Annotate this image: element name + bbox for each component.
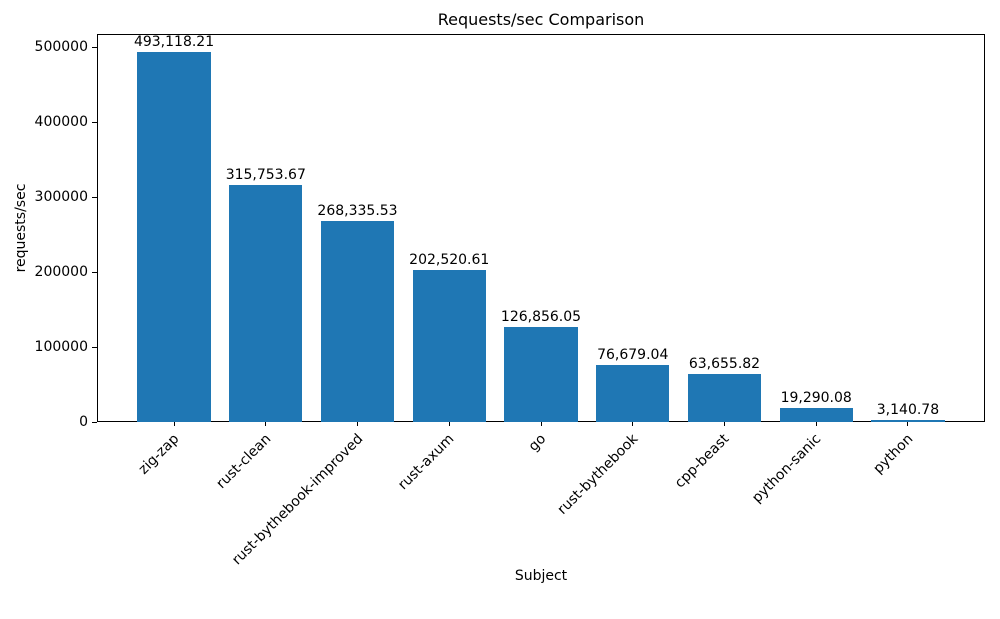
bar-value-label: 126,856.05 <box>500 308 582 325</box>
x-tick-label: go <box>525 431 550 455</box>
bar <box>137 52 211 422</box>
x-tick <box>357 422 359 426</box>
bar <box>687 374 762 422</box>
y-tick-label: 300000 <box>34 189 88 206</box>
y-tick-label: 0 <box>79 414 88 430</box>
x-tick <box>907 422 909 426</box>
bar-value-label: 19,290.08 <box>780 389 852 406</box>
bar-value-label: 76,679.04 <box>597 346 669 363</box>
y-tick <box>92 271 97 273</box>
y-tick-label: 200000 <box>34 264 88 281</box>
x-tick <box>540 422 542 426</box>
x-tick-label: rust-bythebook-improved <box>228 431 366 569</box>
bar-value-label: 315,753.67 <box>225 167 306 184</box>
y-tick-label: 100000 <box>34 339 88 356</box>
bar <box>504 326 578 422</box>
bar <box>412 270 486 422</box>
x-axis-label: Subject <box>514 568 568 584</box>
x-tick-label: rust-axum <box>395 431 458 494</box>
y-tick <box>92 46 97 48</box>
bar <box>871 419 945 422</box>
bar <box>229 185 303 422</box>
bar-value-label: 493,118.21 <box>133 34 215 51</box>
y-tick-label: 400000 <box>34 114 88 131</box>
chart-title: Requests/sec Comparison <box>437 10 645 29</box>
x-tick <box>815 422 817 426</box>
x-tick <box>448 422 450 426</box>
bar-value-label: 202,520.61 <box>409 252 490 269</box>
figure: Requests/sec Comparison requests/sec Sub… <box>13 10 985 584</box>
bar <box>596 364 670 422</box>
x-tick <box>632 422 634 426</box>
y-tick <box>92 346 97 348</box>
bar <box>779 407 853 422</box>
x-tick-label: python <box>870 431 917 477</box>
x-tick-label: python-sanic <box>749 431 825 507</box>
y-tick-label: 500000 <box>34 39 88 56</box>
bar-value-label: 268,335.53 <box>317 202 398 219</box>
x-tick <box>265 422 267 426</box>
bar-value-label: 63,655.82 <box>688 356 761 373</box>
x-tick <box>173 422 175 426</box>
x-tick-label: rust-bythebook <box>554 431 642 518</box>
x-tick <box>723 422 725 426</box>
x-tick-label: rust-clean <box>213 431 275 492</box>
y-tick <box>92 121 97 123</box>
bar <box>320 220 395 422</box>
x-tick-label: zig-zap <box>135 431 183 478</box>
bar-value-label: 3,140.78 <box>876 401 940 418</box>
y-tick <box>92 421 97 423</box>
x-tick-label: cpp-beast <box>672 431 733 492</box>
y-tick <box>92 196 97 198</box>
